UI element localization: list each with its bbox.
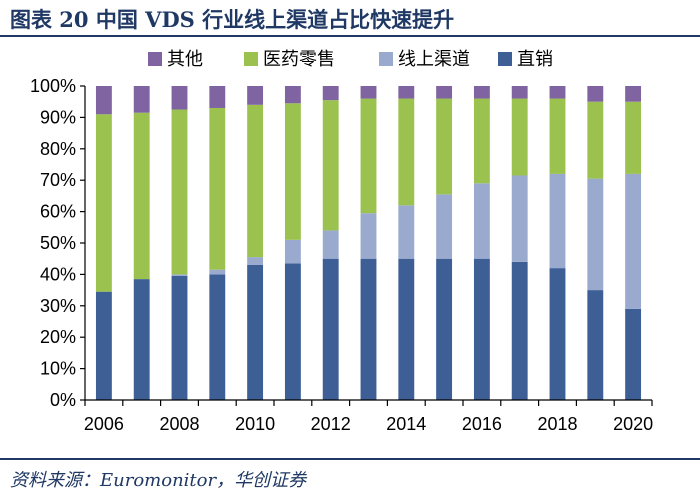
bar-segment xyxy=(511,261,528,400)
bar-segment xyxy=(625,173,642,309)
bar-segment xyxy=(209,107,226,270)
page-title: 图表 20 中国 VDS 行业线上渠道占比快速提升 xyxy=(10,7,455,32)
y-tick-label: 0% xyxy=(50,390,76,410)
source-note: 资料来源：Euromonitor，华创证券 xyxy=(10,470,307,491)
bar-segment xyxy=(284,263,301,400)
bar-segment xyxy=(473,98,490,184)
bar-segment xyxy=(360,98,377,214)
bar-segment xyxy=(549,268,566,400)
bar-segment xyxy=(322,86,339,101)
y-tick-label: 80% xyxy=(40,139,76,159)
bar-segment xyxy=(133,86,150,113)
bar-segment xyxy=(322,100,339,231)
y-axis: 0% 10% 20% 30% 40% 50% 60% 70% 80% 90% 100% xyxy=(30,76,86,410)
y-tick-label: 60% xyxy=(40,202,76,222)
bar-segment xyxy=(209,269,226,275)
x-tick-label: 2010 xyxy=(235,414,275,434)
bar-segment xyxy=(133,279,150,400)
bar-segment xyxy=(284,86,301,104)
bar-segment xyxy=(473,183,490,259)
chart-legend: 其他 医药零售 线上渠道 直销 xyxy=(148,49,553,70)
bar-segment xyxy=(625,86,642,102)
x-axis: 2006 2008 2010 2012 2014 2016 2018 2020 xyxy=(84,399,653,434)
x-tick-label: 2006 xyxy=(84,414,124,434)
legend-label: 直销 xyxy=(517,49,553,70)
y-tick-label: 50% xyxy=(40,233,76,253)
legend-item: 其他 xyxy=(148,49,203,70)
bar-segment xyxy=(95,114,112,292)
bar-segment xyxy=(322,258,339,400)
legend-item: 线上渠道 xyxy=(379,49,470,70)
y-tick-label: 100% xyxy=(30,76,76,96)
bar-segment xyxy=(322,230,339,259)
bar-segment xyxy=(398,86,415,99)
bar-segment xyxy=(95,86,112,115)
x-tick-label: 2008 xyxy=(159,414,199,434)
bar-segment xyxy=(511,86,528,99)
bar-segment xyxy=(473,86,490,99)
bar-segment xyxy=(549,173,566,269)
bar-segment xyxy=(436,194,453,259)
legend-label: 医药零售 xyxy=(263,49,335,70)
bar-segment xyxy=(247,264,264,400)
bar-segment xyxy=(436,86,453,99)
bar-segment xyxy=(398,98,415,206)
legend-swatch xyxy=(379,52,393,66)
y-tick-label: 10% xyxy=(40,359,76,379)
bar-segment xyxy=(133,112,150,280)
y-tick-label: 70% xyxy=(40,170,76,190)
y-tick-label: 90% xyxy=(40,107,76,127)
bar-segment xyxy=(587,101,604,179)
bar-segment xyxy=(284,239,301,264)
bar-segment xyxy=(436,98,453,195)
bar-segment xyxy=(209,274,226,400)
bar-segment xyxy=(625,101,642,174)
bars xyxy=(95,86,642,400)
bar-segment xyxy=(95,291,112,400)
bar-segment xyxy=(625,308,642,400)
bar-segment xyxy=(360,213,377,259)
bar-segment xyxy=(587,178,604,291)
bar-segment xyxy=(549,86,566,99)
bar-segment xyxy=(587,290,604,400)
bar-segment xyxy=(436,258,453,400)
y-tick-label: 40% xyxy=(40,264,76,284)
x-tick-label: 2020 xyxy=(613,414,653,434)
legend-swatch xyxy=(148,52,162,66)
x-tick-label: 2012 xyxy=(311,414,351,434)
legend-item: 医药零售 xyxy=(244,49,335,70)
bar-segment xyxy=(247,257,264,265)
y-tick-label: 20% xyxy=(40,327,76,347)
legend-swatch xyxy=(498,52,512,66)
legend-item: 直销 xyxy=(498,49,553,70)
bar-segment xyxy=(284,103,301,240)
x-tick-label: 2014 xyxy=(386,414,426,434)
y-tick-label: 30% xyxy=(40,296,76,316)
bar-segment xyxy=(209,86,226,108)
bar-segment xyxy=(473,258,490,400)
bar-segment xyxy=(171,86,188,110)
bar-segment xyxy=(171,109,188,275)
bar-segment xyxy=(171,275,188,400)
bar-segment xyxy=(398,258,415,400)
x-tick-label: 2018 xyxy=(537,414,577,434)
bar-segment xyxy=(171,274,188,276)
bar-segment xyxy=(247,104,264,258)
footer-divider xyxy=(0,458,700,460)
bar-segment xyxy=(247,86,264,105)
legend-label: 其他 xyxy=(167,49,203,70)
legend-swatch xyxy=(244,52,258,66)
bar-segment xyxy=(511,175,528,262)
bar-segment xyxy=(360,86,377,99)
legend-label: 线上渠道 xyxy=(398,49,470,70)
bar-segment xyxy=(360,258,377,400)
x-tick-label: 2016 xyxy=(462,414,502,434)
title-divider xyxy=(0,35,700,37)
bar-segment xyxy=(587,86,604,102)
bar-segment xyxy=(398,205,415,259)
bar-segment xyxy=(511,98,528,176)
stacked-bar-chart: 其他 医药零售 线上渠道 直销 0% 10% 20% 30% 40% 50% 60% 70% 80% 9… xyxy=(30,49,653,434)
bar-segment xyxy=(549,98,566,174)
title-bar: 图表 20 中国 VDS 行业线上渠道占比快速提升 xyxy=(0,0,700,37)
